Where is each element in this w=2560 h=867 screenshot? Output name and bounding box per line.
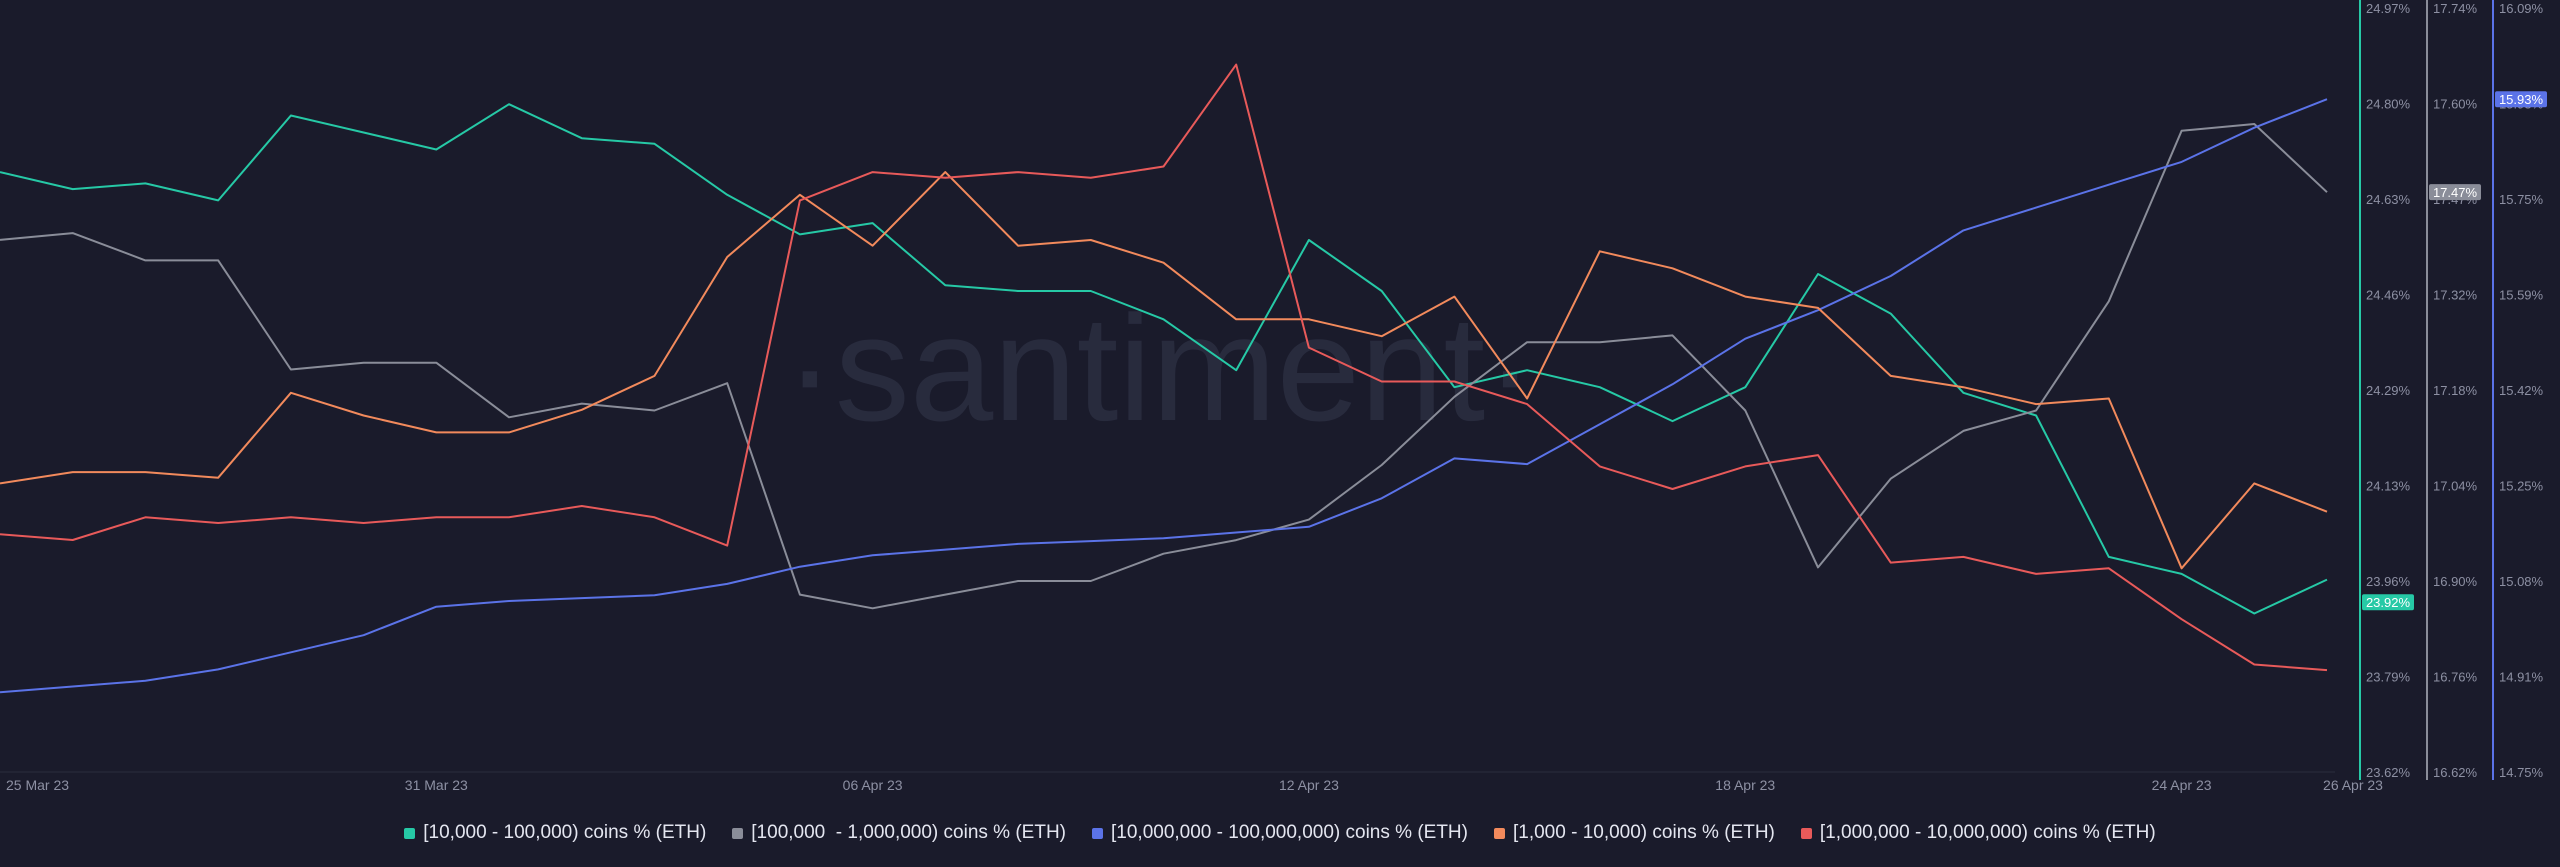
x-tick-label: 12 Apr 23 (1279, 777, 1339, 793)
legend-label: [10,000,000 - 100,000,000) coins % (ETH) (1111, 822, 1468, 843)
legend-swatch (1800, 827, 1812, 839)
legend-item-0[interactable]: [10,000 - 100,000) coins % (ETH) (404, 822, 706, 844)
x-tick-label: 18 Apr 23 (1715, 777, 1775, 793)
y-tick-label: 14.91% (2499, 670, 2544, 685)
y-tick-label: 24.46% (2366, 288, 2411, 303)
y-tick-label: 17.32% (2433, 288, 2478, 303)
legend-label: [1,000 - 10,000) coins % (ETH) (1512, 822, 1775, 843)
y-tick-label: 23.96% (2366, 574, 2411, 589)
legend-item-2[interactable]: [10,000,000 - 100,000,000) coins % (ETH) (1092, 822, 1468, 844)
watermark: ·santiment· (785, 284, 1535, 452)
y-tick-label: 15.59% (2499, 288, 2544, 303)
y-tick-label: 16.90% (2433, 574, 2478, 589)
legend-label: [1,000,000 - 10,000,000) coins % (ETH) (1819, 822, 2156, 843)
legend-label: [100,000 - 1,000,000) coins % (ETH) (751, 822, 1066, 843)
y-tick-label: 16.76% (2433, 670, 2478, 685)
series-line-1 (0, 123, 2328, 610)
y-tick-label: 15.42% (2499, 383, 2544, 398)
y-tick-label: 24.29% (2366, 383, 2411, 398)
value-badge-teal (2362, 594, 2414, 611)
series-line-0 (0, 103, 2328, 615)
x-tick-label: 06 Apr 23 (843, 777, 903, 793)
x-tick-label: 31 Mar 23 (405, 777, 468, 793)
legend-item-1[interactable]: [100,000 - 1,000,000) coins % (ETH) (732, 822, 1066, 844)
y-tick-label: 15.25% (2499, 479, 2544, 494)
value-badge-gray (2429, 184, 2481, 201)
y-tick-label: 17.18% (2433, 383, 2478, 398)
y-tick-label: 23.62% (2366, 765, 2411, 780)
y-tick-label: 16.62% (2433, 765, 2478, 780)
y-tick-label: 23.79% (2366, 670, 2411, 685)
y-tick-label: 17.60% (2433, 97, 2478, 112)
legend-label: [10,000 - 100,000) coins % (ETH) (423, 822, 707, 843)
legend-item-4[interactable]: [1,000,000 - 10,000,000) coins % (ETH) (1800, 822, 2156, 844)
legend-swatch (404, 827, 416, 839)
x-tick-label: 25 Mar 23 (6, 777, 69, 793)
series-layer (0, 63, 2328, 694)
y-tick-label: 17.74% (2433, 1, 2478, 16)
y-tick-label: 14.75% (2499, 765, 2544, 780)
badge-layer: 23.92% 17.47% 15.93% (2362, 91, 2547, 611)
legend-swatch (1092, 827, 1103, 839)
value-badge-label: 23.92% (2366, 595, 2411, 610)
legend-item-3[interactable]: [1,000 - 10,000) coins % (ETH) (1493, 822, 1775, 844)
series-line-4 (0, 63, 2328, 672)
legend: [10,000 - 100,000) coins % (ETH) [100,000… (0, 818, 2560, 848)
y-tick-label: 24.13% (2366, 479, 2411, 494)
series-line-2 (0, 98, 2328, 694)
value-badge-blue (2495, 91, 2547, 108)
series-line-3 (0, 171, 2328, 570)
y-tick-label: 16.09% (2499, 1, 2544, 16)
value-badge-label: 17.47% (2433, 185, 2478, 200)
x-tick-label: 26 Apr 23 (2323, 777, 2383, 793)
y-tick-label: 24.80% (2366, 97, 2411, 112)
y-tick-label: 15.08% (2499, 574, 2544, 589)
axes-layer: 24.97%24.80%24.63%24.46%24.29%24.13%23.9… (2359, 0, 2544, 780)
legend-swatch (1493, 827, 1505, 839)
x-axis: 25 Mar 23 31 Mar 23 06 Apr 23 12 Apr 23 18 A… (6, 777, 2383, 793)
y-tick-label: 24.97% (2366, 1, 2411, 16)
x-tick-label: 24 Apr 23 (2152, 777, 2212, 793)
y-tick-label: 24.63% (2366, 192, 2411, 207)
y-tick-label: 17.04% (2433, 479, 2478, 494)
legend-swatch (732, 827, 744, 839)
y-tick-label: 15.75% (2499, 192, 2544, 207)
value-badge-label: 15.93% (2499, 92, 2544, 107)
